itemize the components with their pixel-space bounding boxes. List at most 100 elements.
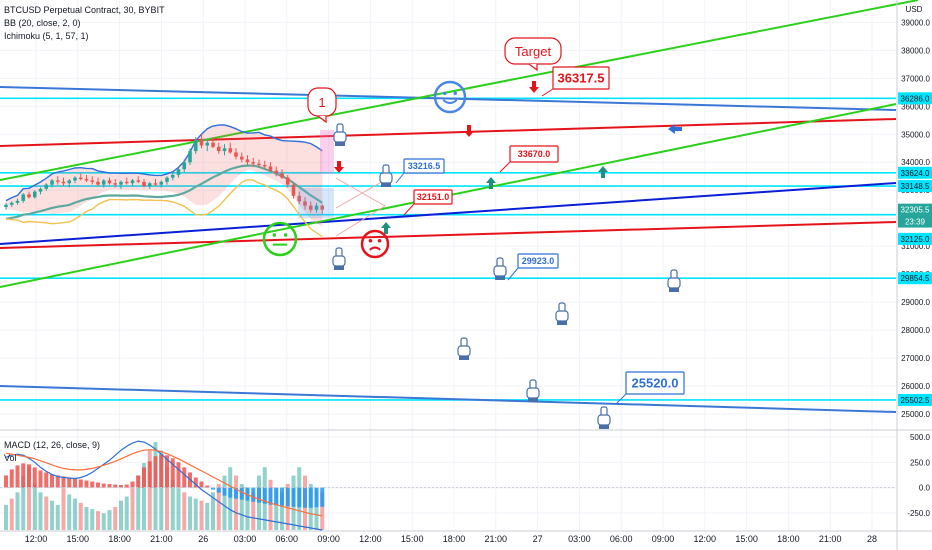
callout-33216[interactable]: 33216.5: [395, 158, 445, 184]
macd-histogram-bar[interactable]: [239, 487, 244, 500]
candle-body[interactable]: [96, 181, 100, 185]
macd-legend[interactable]: MACD (12, 26, close, 9): [4, 440, 101, 450]
down-arrow-icon[interactable]: [464, 125, 474, 137]
candle-body[interactable]: [257, 163, 261, 166]
callout-33670[interactable]: 33670.0: [499, 145, 559, 173]
neutral-face-icon[interactable]: [262, 221, 298, 257]
candle-body[interactable]: [268, 166, 273, 171]
candle-body[interactable]: [297, 195, 302, 202]
macd-histogram-bar[interactable]: [176, 462, 181, 488]
callout-25520[interactable]: 25520.0: [615, 371, 685, 405]
macd-histogram-bar[interactable]: [101, 483, 106, 488]
candle-body[interactable]: [107, 180, 112, 184]
candle-body[interactable]: [15, 200, 20, 203]
candle-body[interactable]: [32, 191, 37, 198]
candle-body[interactable]: [262, 165, 267, 167]
candle-body[interactable]: [38, 188, 43, 192]
candle-body[interactable]: [27, 194, 31, 198]
symbol-legend[interactable]: BTCUSD Perpetual Contract, 30, BYBIT: [4, 5, 165, 15]
candle-body[interactable]: [4, 204, 8, 208]
hand-pointer-icon[interactable]: [333, 123, 347, 146]
macd-histogram-bar[interactable]: [262, 487, 267, 504]
candle-body[interactable]: [50, 180, 54, 185]
candle-body[interactable]: [245, 159, 250, 163]
macd-histogram-bar[interactable]: [193, 477, 198, 488]
hand-pointer-icon[interactable]: [332, 247, 346, 270]
price-axis-tag[interactable]: [898, 215, 932, 228]
sad-face-icon[interactable]: [360, 229, 390, 259]
candle-body[interactable]: [136, 180, 141, 182]
candle-body[interactable]: [130, 180, 135, 184]
candle-body[interactable]: [211, 142, 215, 147]
candle-body[interactable]: [84, 179, 89, 181]
target-note[interactable]: Target: [504, 37, 562, 72]
macd-histogram-bar[interactable]: [153, 456, 158, 488]
smiley-face-icon[interactable]: [433, 80, 467, 114]
candle-body[interactable]: [216, 146, 221, 152]
macd-histogram-bar[interactable]: [9, 469, 14, 488]
macd-histogram-bar[interactable]: [21, 463, 26, 488]
macd-histogram-bar[interactable]: [27, 464, 31, 488]
number-note[interactable]: 1: [307, 87, 337, 124]
hand-pointer-icon[interactable]: [526, 379, 540, 402]
price-axis-tag[interactable]: [898, 166, 932, 179]
macd-histogram-bar[interactable]: [285, 487, 290, 507]
macd-histogram-bar[interactable]: [291, 487, 296, 507]
candle-body[interactable]: [142, 181, 146, 187]
down-arrow-icon[interactable]: [334, 161, 344, 173]
candle-body[interactable]: [239, 156, 244, 160]
trendline-blue[interactable]: [0, 182, 897, 245]
macd-histogram-bar[interactable]: [96, 482, 100, 488]
macd-histogram-bar[interactable]: [84, 480, 89, 488]
candle-body[interactable]: [303, 201, 307, 206]
macd-histogram-bar[interactable]: [50, 474, 54, 488]
macd-histogram-bar[interactable]: [78, 479, 83, 488]
macd-histogram-bar[interactable]: [147, 461, 152, 488]
left-arrow-icon[interactable]: [668, 124, 682, 134]
macd-histogram-bar[interactable]: [107, 484, 112, 488]
up-arrow-icon[interactable]: [486, 177, 496, 189]
price-axis-tag[interactable]: [898, 180, 932, 193]
candle-body[interactable]: [165, 177, 169, 182]
candle-body[interactable]: [61, 181, 66, 184]
macd-histogram-bar[interactable]: [216, 487, 221, 493]
candle-body[interactable]: [159, 181, 164, 185]
macd-histogram-bar[interactable]: [119, 485, 123, 488]
trendline-upper-steel[interactable]: [0, 86, 897, 111]
candle-body[interactable]: [188, 151, 192, 163]
macd-histogram-bar[interactable]: [67, 477, 72, 488]
macd-histogram-bar[interactable]: [55, 475, 60, 488]
macd-histogram-bar[interactable]: [297, 487, 302, 508]
candle-body[interactable]: [113, 183, 118, 185]
candle-body[interactable]: [314, 205, 319, 210]
price-axis-tag[interactable]: [898, 92, 932, 105]
candle-body[interactable]: [67, 180, 72, 184]
candle-body[interactable]: [193, 139, 198, 152]
macd-histogram-bar[interactable]: [303, 487, 307, 508]
macd-histogram-bar[interactable]: [314, 487, 319, 508]
macd-histogram-bar[interactable]: [320, 487, 325, 507]
trendline-lower-steel[interactable]: [0, 385, 897, 413]
macd-histogram-bar[interactable]: [38, 470, 43, 488]
macd-histogram-bar[interactable]: [142, 467, 146, 488]
macd-histogram-bar[interactable]: [257, 487, 261, 503]
macd-histogram-bar[interactable]: [308, 487, 313, 508]
candle-body[interactable]: [285, 177, 290, 185]
macd-histogram-bar[interactable]: [159, 454, 164, 488]
candle-body[interactable]: [291, 184, 296, 196]
candle-body[interactable]: [73, 177, 77, 181]
up-arrow-icon[interactable]: [381, 222, 391, 234]
candle-body[interactable]: [21, 194, 26, 201]
candle-body[interactable]: [308, 205, 313, 210]
candle-body[interactable]: [205, 142, 210, 146]
candle-body[interactable]: [228, 148, 233, 153]
callout-36317[interactable]: 36317.5: [541, 66, 610, 97]
price-axis-tag[interactable]: [898, 232, 932, 245]
macd-histogram-bar[interactable]: [113, 484, 118, 488]
macd-histogram-bar[interactable]: [15, 465, 20, 488]
candle-body[interactable]: [119, 181, 123, 185]
macd-histogram-bar[interactable]: [199, 481, 204, 488]
macd-histogram-bar[interactable]: [170, 458, 175, 488]
